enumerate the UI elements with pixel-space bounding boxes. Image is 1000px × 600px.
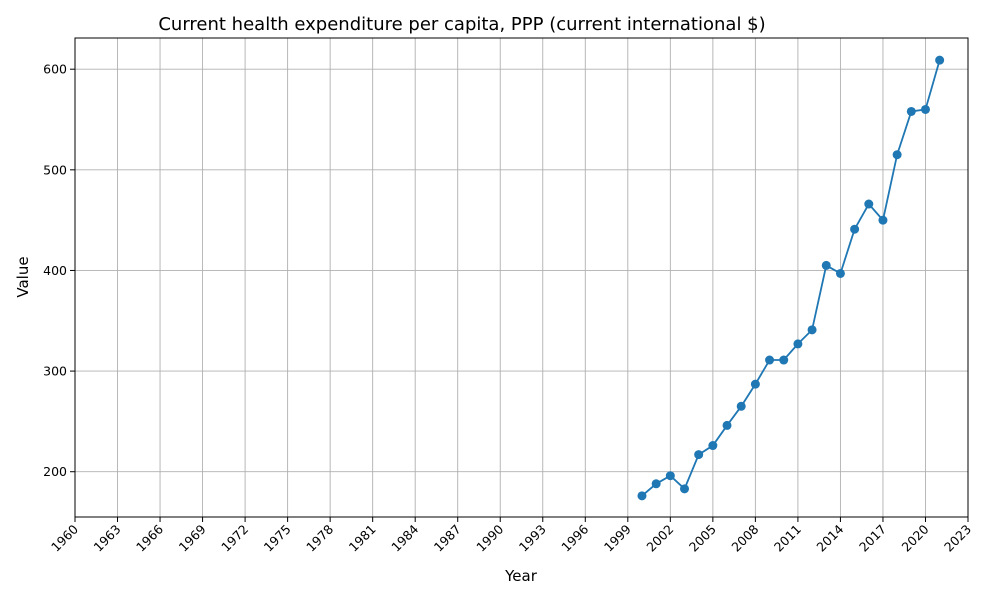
data-point: [694, 450, 704, 460]
x-tick-label: 1978: [303, 521, 336, 554]
chart-title: Current health expenditure per capita, P…: [158, 14, 765, 35]
data-point: [906, 106, 916, 116]
plot-frame: [74, 37, 969, 518]
x-tick-label: 1969: [176, 521, 209, 554]
x-tick-label: 2008: [728, 521, 761, 554]
x-tick-label: 1993: [516, 522, 549, 555]
y-tick-label: 500: [43, 162, 67, 177]
data-point: [722, 420, 732, 430]
data-point: [750, 379, 760, 389]
data-point: [665, 471, 675, 481]
x-tick-label: 1990: [473, 521, 506, 554]
x-tick-label: 2020: [898, 521, 931, 554]
x-tick-label: 1996: [558, 521, 591, 554]
data-point: [864, 199, 874, 209]
data-point: [779, 355, 789, 365]
y-tick-label: 200: [43, 464, 67, 479]
data-point: [892, 150, 902, 160]
y-axis-label: Value: [14, 256, 32, 297]
data-point: [793, 339, 803, 349]
x-tick-label: 2011: [771, 522, 804, 555]
y-axis: 200 300 400 500 600: [43, 62, 75, 479]
data-point: [835, 268, 845, 278]
data-point: [850, 224, 860, 234]
data-point: [736, 401, 746, 411]
data-point: [651, 479, 661, 489]
x-tick-label: 1987: [431, 522, 464, 555]
y-tick-label: 600: [43, 62, 67, 77]
x-tick-label: 1984: [388, 521, 421, 554]
data-point: [935, 55, 945, 65]
x-axis: 1960 1963 1966 1969 1972 1975 1978 1981 1984 1987…: [48, 517, 974, 555]
data-point: [637, 491, 647, 501]
x-tick-label: 1981: [346, 522, 379, 555]
x-tick-label: 2023: [941, 522, 974, 555]
data-point: [765, 355, 775, 365]
x-tick-label: 1966: [133, 521, 166, 554]
series-layer: [637, 55, 945, 501]
x-tick-label: 1972: [218, 522, 251, 555]
series-line: [641, 59, 941, 497]
x-tick-label: 1999: [601, 521, 634, 554]
x-tick-label: 2017: [856, 522, 889, 555]
y-tick-label: 400: [43, 263, 67, 278]
x-tick-label: 2005: [686, 522, 719, 555]
data-point: [878, 215, 888, 225]
x-tick-label: 2014: [813, 521, 846, 554]
x-tick-label: 1963: [91, 522, 124, 555]
data-point: [680, 484, 690, 494]
x-tick-label: 1975: [261, 522, 294, 555]
data-point: [920, 104, 930, 114]
x-tick-label: 1960: [48, 521, 81, 554]
data-point: [807, 325, 817, 335]
y-tick-label: 300: [43, 364, 67, 379]
data-point: [708, 441, 718, 451]
data-point: [821, 260, 831, 270]
x-tick-label: 2002: [643, 522, 676, 555]
grid-layer: [74, 38, 969, 517]
x-axis-label: Year: [504, 567, 538, 585]
